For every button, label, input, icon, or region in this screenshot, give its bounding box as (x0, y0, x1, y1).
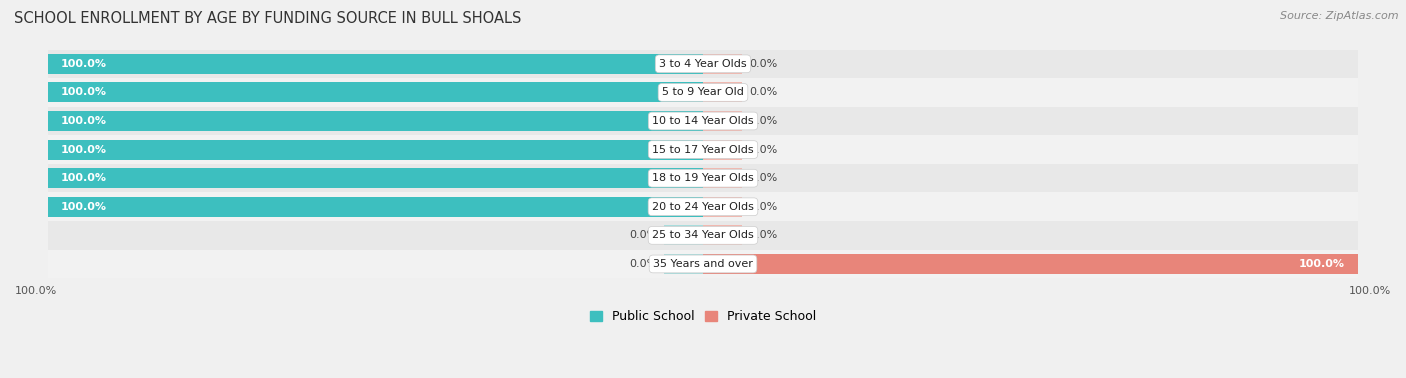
Text: 100.0%: 100.0% (60, 145, 107, 155)
Bar (48, 135, 1358, 164)
Text: 100.0%: 100.0% (1348, 286, 1391, 296)
Text: 0.0%: 0.0% (749, 202, 778, 212)
Bar (48, 78, 1358, 107)
Text: Source: ZipAtlas.com: Source: ZipAtlas.com (1281, 11, 1399, 21)
Text: 0.0%: 0.0% (749, 230, 778, 240)
Text: 0.0%: 0.0% (628, 230, 657, 240)
Bar (703, 168, 742, 188)
Bar (48, 50, 1358, 78)
Text: 100.0%: 100.0% (60, 202, 107, 212)
Text: 100.0%: 100.0% (60, 59, 107, 69)
Text: SCHOOL ENROLLMENT BY AGE BY FUNDING SOURCE IN BULL SHOALS: SCHOOL ENROLLMENT BY AGE BY FUNDING SOUR… (14, 11, 522, 26)
Text: 0.0%: 0.0% (628, 259, 657, 269)
Bar (48, 139, 703, 160)
Text: 3 to 4 Year Olds: 3 to 4 Year Olds (659, 59, 747, 69)
Bar (48, 164, 1358, 192)
Bar (664, 225, 703, 245)
Text: 15 to 17 Year Olds: 15 to 17 Year Olds (652, 145, 754, 155)
Bar (48, 168, 703, 188)
Text: 100.0%: 100.0% (60, 87, 107, 98)
Text: 0.0%: 0.0% (749, 173, 778, 183)
Text: 100.0%: 100.0% (15, 286, 58, 296)
Bar (48, 197, 703, 217)
Text: 18 to 19 Year Olds: 18 to 19 Year Olds (652, 173, 754, 183)
Bar (48, 192, 1358, 221)
Bar (703, 225, 742, 245)
Bar (703, 82, 742, 102)
Bar (48, 54, 703, 74)
Bar (703, 197, 742, 217)
Bar (703, 111, 742, 131)
Text: 0.0%: 0.0% (749, 59, 778, 69)
Text: 100.0%: 100.0% (1299, 259, 1346, 269)
Bar (48, 111, 703, 131)
Text: 35 Years and over: 35 Years and over (652, 259, 754, 269)
Bar (48, 221, 1358, 249)
Bar (48, 82, 703, 102)
Text: 10 to 14 Year Olds: 10 to 14 Year Olds (652, 116, 754, 126)
Text: 0.0%: 0.0% (749, 145, 778, 155)
Text: 20 to 24 Year Olds: 20 to 24 Year Olds (652, 202, 754, 212)
Bar (48, 249, 1358, 278)
Text: 100.0%: 100.0% (60, 173, 107, 183)
Text: 25 to 34 Year Olds: 25 to 34 Year Olds (652, 230, 754, 240)
Text: 5 to 9 Year Old: 5 to 9 Year Old (662, 87, 744, 98)
Bar (664, 254, 703, 274)
Text: 0.0%: 0.0% (749, 116, 778, 126)
Bar (48, 107, 1358, 135)
Bar (703, 139, 742, 160)
Text: 100.0%: 100.0% (60, 116, 107, 126)
Bar (703, 54, 742, 74)
Legend: Public School, Private School: Public School, Private School (585, 305, 821, 328)
Text: 0.0%: 0.0% (749, 87, 778, 98)
Bar (703, 254, 1358, 274)
